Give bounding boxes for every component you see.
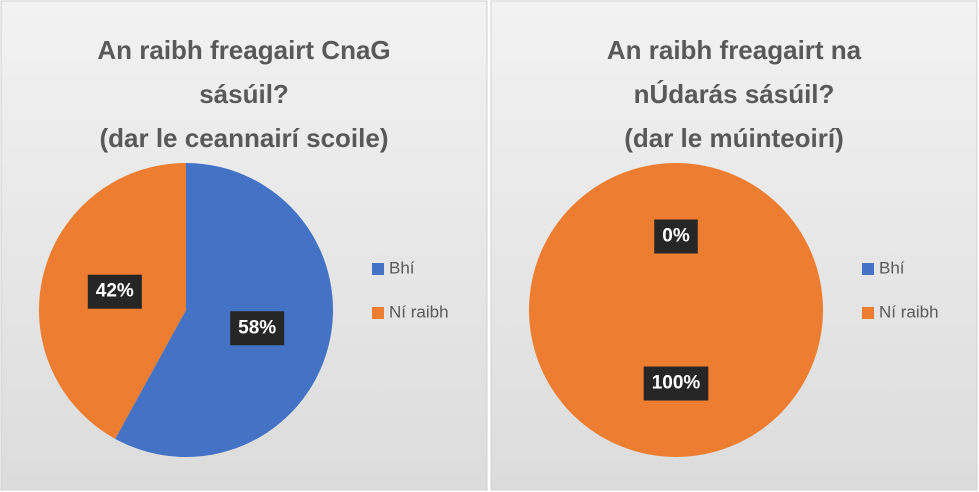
legend-label: Bhí — [389, 258, 415, 277]
chart-title: An raibh freagairt na — [607, 35, 862, 65]
legend-swatch — [372, 307, 384, 319]
data-label: 58% — [238, 317, 276, 338]
legend-swatch — [862, 263, 874, 275]
legend-label: Bhí — [879, 258, 905, 277]
chart-title: (dar le múinteoirí) — [624, 123, 844, 153]
data-label-bg — [230, 311, 285, 346]
chart-title: sásúil? — [199, 79, 289, 109]
chart-title: nÚdarás sásúil? — [634, 79, 835, 109]
pie-slice — [529, 163, 823, 457]
pie-slice — [115, 163, 334, 458]
legend-label: Ní raibh — [879, 302, 939, 321]
data-label-bg — [643, 366, 709, 401]
data-label: 100% — [652, 373, 701, 394]
legend-swatch — [862, 307, 874, 319]
chart-title: An raibh freagairt CnaG — [97, 35, 390, 65]
chart-title: (dar le ceannairí scoile) — [99, 123, 388, 153]
data-label-bg — [654, 219, 698, 254]
legend-swatch — [372, 263, 384, 275]
data-label: 42% — [96, 281, 134, 302]
data-label: 0% — [662, 226, 690, 247]
legend-label: Ní raibh — [389, 302, 449, 321]
data-label-bg — [87, 274, 142, 309]
